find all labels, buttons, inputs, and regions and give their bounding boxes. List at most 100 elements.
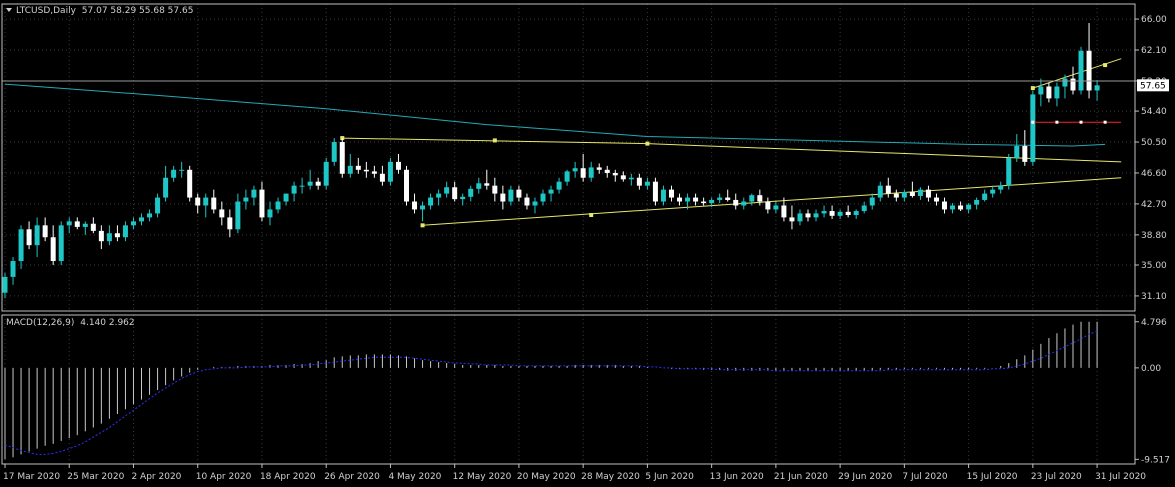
candle-body-44 — [355, 165, 361, 170]
candles — [2, 23, 1100, 299]
candle-body-57 — [460, 196, 466, 200]
candle-body-123 — [990, 189, 996, 194]
candle-body-73 — [588, 167, 594, 178]
macd-header: MACD(12,26,9) 4.140 2.962 — [6, 318, 135, 328]
candle-body-134 — [1078, 50, 1084, 91]
time-axis: 17 Mar 2020 25 Mar 2020 2 Apr 2020 10 Apr 2… — [3, 464, 1146, 482]
candle-body-87 — [701, 201, 707, 204]
candle-body-54 — [436, 193, 442, 198]
candle-body-5 — [42, 225, 48, 238]
candle-body-22 — [179, 169, 185, 171]
candle-body-64 — [516, 189, 522, 198]
candle-body-113 — [909, 192, 915, 196]
candle-body-0 — [2, 276, 8, 293]
trendline-0-anchor-1[interactable] — [492, 138, 497, 143]
trendline-1-anchor-1[interactable] — [589, 213, 594, 218]
candle-body-34 — [275, 201, 281, 210]
trendline-1[interactable] — [422, 177, 1122, 226]
horizontal-level-anchor-2[interactable] — [1079, 120, 1083, 124]
time-label-6: 4 May 2020 — [388, 472, 441, 482]
candle-body-24 — [195, 197, 201, 206]
time-label-2: 2 Apr 2020 — [131, 472, 181, 482]
candle-body-117 — [942, 201, 948, 210]
current-price-label: 57.65 — [1140, 81, 1166, 91]
candle-body-40 — [323, 161, 329, 186]
trendline-0-anchor-2[interactable] — [645, 141, 650, 146]
chart-header: LTCUSD,Daily 57.07 58.29 55.68 57.65 — [6, 6, 193, 16]
macd-title: MACD(12,26,9) 4.140 2.962 — [6, 318, 135, 328]
candle-body-84 — [677, 197, 683, 202]
candle-body-23 — [187, 169, 193, 198]
candle-body-7 — [58, 225, 64, 262]
candle-body-42 — [339, 142, 345, 174]
candle-body-99 — [797, 213, 803, 222]
candle-body-27 — [219, 209, 225, 218]
candle-body-91 — [733, 199, 739, 206]
candle-body-104 — [837, 211, 843, 216]
candle-body-37 — [299, 185, 305, 187]
candle-body-15 — [122, 225, 128, 238]
macd-label-2: -9.517 — [1141, 455, 1170, 465]
macd-name: MACD(12,26,9) — [6, 318, 74, 328]
candle-body-48 — [387, 161, 393, 182]
candle-body-124 — [998, 185, 1004, 190]
candle-body-14 — [114, 233, 120, 238]
candle-body-102 — [821, 211, 827, 214]
time-label-14: 7 Jul 2020 — [902, 472, 947, 482]
candle-body-33 — [267, 209, 273, 218]
horizontal-level-anchor-1[interactable] — [1055, 120, 1059, 124]
overlays — [2, 80, 1135, 124]
candle-body-96 — [773, 205, 779, 210]
horizontal-level-anchor-0[interactable] — [1031, 120, 1035, 124]
candle-body-131 — [1054, 86, 1060, 99]
candle-body-136 — [1094, 85, 1100, 91]
candle-body-51 — [412, 201, 418, 210]
price-label-8: 35.00 — [1141, 261, 1167, 271]
horizontal-level-anchor-3[interactable] — [1103, 120, 1107, 124]
candle-body-92 — [741, 201, 747, 206]
time-label-17: 31 Jul 2020 — [1095, 472, 1146, 482]
time-label-7: 12 May 2020 — [453, 472, 512, 482]
candle-body-75 — [604, 169, 610, 173]
main-panel-frame — [1, 3, 1136, 312]
candle-body-94 — [757, 195, 763, 202]
candle-body-35 — [283, 193, 289, 202]
candle-body-70 — [564, 171, 570, 182]
candle-body-56 — [452, 187, 458, 200]
candle-body-2 — [18, 229, 24, 262]
dropdown-triangle-icon[interactable] — [6, 8, 12, 12]
candle-body-38 — [307, 181, 313, 186]
trendline-2-anchor-0[interactable] — [1030, 86, 1035, 91]
candle-body-55 — [444, 187, 450, 194]
time-label-12: 21 Jun 2020 — [774, 472, 828, 482]
candle-body-121 — [974, 199, 980, 205]
candle-body-71 — [572, 168, 578, 172]
candle-body-41 — [331, 142, 337, 162]
candle-body-28 — [227, 217, 233, 230]
candle-body-13 — [106, 233, 112, 242]
candle-body-49 — [395, 161, 401, 170]
price-axis: 66.0062.1058.2054.4050.5046.6042.7038.80… — [1135, 15, 1170, 465]
trendline-1-anchor-0[interactable] — [420, 223, 425, 228]
candle-body-50 — [404, 169, 409, 202]
candle-body-1 — [10, 261, 16, 277]
candle-body-11 — [90, 223, 96, 231]
candle-body-85 — [685, 197, 691, 202]
price-label-7: 38.80 — [1141, 231, 1167, 241]
candle-body-128 — [1030, 94, 1036, 162]
price-label-1: 62.10 — [1141, 46, 1167, 56]
time-label-1: 25 Mar 2020 — [67, 472, 124, 482]
candle-body-16 — [130, 221, 136, 226]
candle-body-107 — [861, 205, 867, 212]
candle-body-10 — [82, 223, 88, 227]
candle-body-90 — [725, 197, 731, 200]
macd-panel-frame — [1, 314, 1136, 465]
candle-body-133 — [1070, 78, 1076, 91]
candle-body-132 — [1062, 78, 1068, 87]
trendline-2-anchor-1[interactable] — [1103, 63, 1108, 68]
candle-body-82 — [660, 189, 666, 202]
macd-signal-line — [4, 330, 1098, 455]
candle-body-3 — [26, 229, 32, 246]
ohlc-values: 57.07 58.29 55.68 57.65 — [82, 6, 194, 16]
